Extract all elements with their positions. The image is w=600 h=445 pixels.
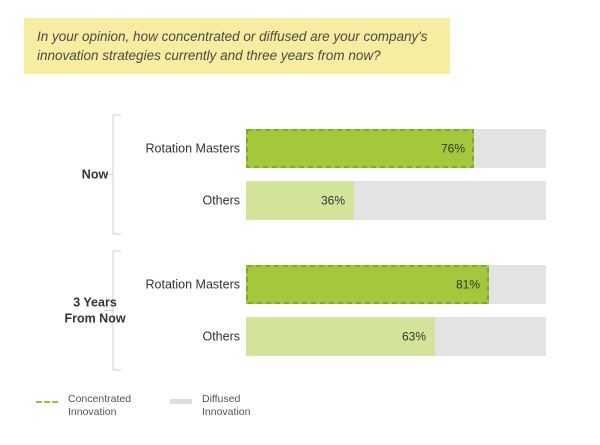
group-label: Now <box>82 168 109 182</box>
data-label: 76% <box>441 142 465 156</box>
group-label: 3 Years From Now <box>64 296 125 326</box>
legend-concentrated-line1: Concentrated <box>68 393 132 405</box>
question-banner: In your opinion, how concentrated or dif… <box>24 18 450 74</box>
bar-concentrated-outline <box>246 265 489 304</box>
legend-diffused-line2: Innovation <box>202 406 251 418</box>
legend-gray-marker <box>170 399 192 404</box>
group-bracket <box>112 250 121 371</box>
category-label: Others <box>202 330 240 344</box>
bar-chart: Now 76% Rotation Masters 36% Others 3 Years Fr… <box>64 114 546 371</box>
data-label: 36% <box>321 194 345 208</box>
bar-concentrated-outline <box>246 129 474 168</box>
category-label: Others <box>202 194 240 208</box>
legend-dashed-marker <box>36 401 58 403</box>
category-label: Rotation Masters <box>146 278 240 292</box>
legend-diffused-line1: Diffused <box>202 393 241 405</box>
category-label: Rotation Masters <box>146 142 240 156</box>
data-label: 81% <box>456 278 480 292</box>
question-text: In your opinion, how concentrated or dif… <box>37 29 428 63</box>
group-bracket <box>112 114 121 235</box>
bar <box>246 129 474 168</box>
bar <box>246 181 354 220</box>
data-label: 63% <box>402 330 426 344</box>
legend-concentrated-line2: Innovation <box>68 406 117 418</box>
bar <box>246 265 489 304</box>
bar <box>246 317 435 356</box>
